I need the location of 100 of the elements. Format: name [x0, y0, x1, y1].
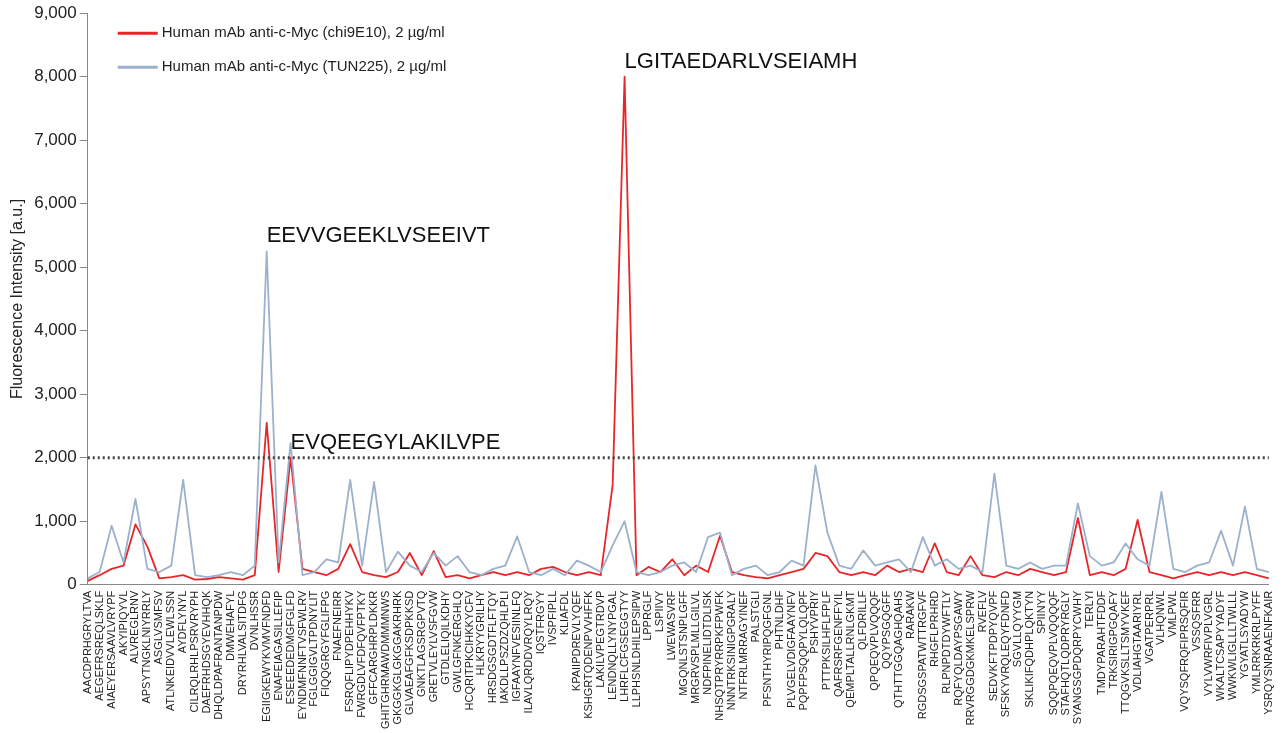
x-tick-label: KSHGRTQDENPVVHFFK: [581, 590, 594, 719]
x-tick-label: IQSTFRGYY: [534, 590, 547, 655]
x-tick-label: DAEFRHDSGYEVHHQK: [200, 590, 213, 714]
x-tick-label: WWKWLIGLLLTWLLL: [1226, 590, 1239, 700]
x-tick-label: PQPFPSQQPYLQLQPF: [796, 590, 809, 711]
x-tick-label: HRSDGSGDTFLFTQY: [486, 590, 499, 704]
x-tick-label: AEGEFRSREQLSKLF: [92, 590, 105, 701]
x-tick-label: PFSNTHYRIPQGFGNL: [760, 590, 773, 707]
x-tick-label: GFFCARGHRPLDKKR: [367, 590, 380, 705]
y-tick-label: 6,000: [34, 193, 77, 213]
x-tick-label: TMDYPARAHTFDDF: [1094, 590, 1107, 696]
y-tick-label: 7,000: [34, 129, 77, 149]
legend-label: Human mAb anti-c-Myc (TUN225), 2 µg/ml: [161, 57, 447, 75]
x-tick-label: SKLIKIFQDHPLQKTYN: [1023, 590, 1036, 708]
legend-label: Human mAb anti-c-Myc (chi9E10), 2 µg/ml: [161, 23, 445, 41]
x-tick-label: WKALTCSAPYYADYF: [1214, 590, 1227, 701]
x-tick-label: RQFYQLDAYPSGAWY: [951, 590, 964, 706]
y-tick-label: 8,000: [34, 66, 77, 86]
x-tick-label: AIAEYERSAAVLVRYPF: [104, 590, 117, 709]
x-tick-label: LWEWASVRF: [665, 590, 678, 661]
x-tick-label: NHSQTPRYRRPKFPWFK: [713, 590, 726, 721]
x-tick-label: PTTPKSILHFLFPLF: [820, 590, 833, 691]
x-tick-label: RARAKW: [903, 590, 916, 639]
y-tick-label: 1,000: [34, 510, 77, 530]
x-tick-label: DRYRHLVALSITDFG: [235, 590, 248, 696]
x-tick-label: QAFRSRFGENFFYIL: [832, 590, 845, 698]
x-tick-label: KPAIIPDREVLYQEF: [569, 590, 582, 692]
x-tick-label: DVNLHSSR: [247, 590, 260, 651]
x-tick-label: MRGRVSPLMLLGILVL: [689, 590, 702, 705]
x-tick-label: STAFHQTLQDPRYRGLY: [1059, 590, 1072, 716]
x-tick-label: FSRQFLIPYDPEHHYKV: [343, 590, 356, 713]
x-tick-label: GNKTLAGSRGPVTQ: [414, 590, 427, 698]
x-tick-label: YMLRRKRKRLPYFF: [1249, 590, 1262, 695]
x-tick-label: GRETVLEYLVSFGVW: [426, 590, 439, 703]
x-tick-label: APSYTNGKLNIYRRLY: [140, 590, 153, 704]
x-tick-label: AYDFLYNYL: [176, 590, 189, 654]
x-tick-label: CILRQLRHLPSRVRYPH: [188, 590, 201, 713]
x-tick-label: FNAEFNEIRR: [331, 590, 344, 661]
x-tick-label: RLPNPDTDYWFTLY: [939, 590, 952, 694]
x-tick-label: RHGFLPRHRD: [927, 590, 940, 668]
x-tick-label: LLPHSNLDHILEPSIPW: [629, 590, 642, 708]
x-tick-label: AACDPRHGRYLTVA: [80, 590, 93, 695]
x-tick-label: QPQEQVPLVQQQF: [868, 590, 881, 691]
x-tick-label: KLIAFDL: [557, 590, 570, 636]
y-tick-label: 9,000: [34, 2, 77, 22]
annotation: LGITAEDARLVSEIAMH: [624, 47, 858, 73]
x-tick-label: AKYIPIQYVL: [116, 590, 129, 656]
x-tick-label: EYNDMFNNFTVSFWLRV: [295, 590, 308, 720]
x-tick-label: QLFDRILLF: [856, 590, 869, 651]
y-tick-label: 0: [67, 574, 77, 594]
x-tick-label: ASGLVSMFSV: [152, 590, 165, 665]
x-tick-label: VYLVWRFIVPLVGRL: [1202, 590, 1215, 697]
x-tick-label: ESEEEDEDMGFGLFD: [283, 590, 296, 705]
y-tick-label: 3,000: [34, 383, 77, 403]
x-tick-label: SYANGSGPDQRPYCWHY: [1070, 590, 1083, 725]
x-tick-label: LHRFLCFGSEGGTYY: [617, 590, 630, 702]
x-tick-label: GTDLELIQILKDHY: [438, 590, 451, 685]
annotation: EEVVGEEKLVSEEIVT: [266, 222, 491, 248]
x-tick-label: TERLYI: [1082, 590, 1095, 629]
x-tick-label: TTQGVKSLLTSMYVKEF: [1118, 590, 1131, 714]
x-tick-label: RVEFLV: [975, 590, 988, 633]
x-tick-label: PALSTGLI: [748, 590, 761, 643]
x-tick-label: QEMPLTALLRNLGKMT: [844, 590, 857, 708]
x-tick-label: FWRGDLVFDFQVFPTKY: [355, 590, 368, 718]
x-tick-label: VMLPWL: [1166, 590, 1179, 638]
y-tick-label: 2,000: [34, 447, 77, 467]
x-tick-label: DMWEHAFYL: [223, 590, 236, 661]
x-tick-label: LPPRGLF: [641, 590, 654, 641]
x-tick-label: IVSPFIPLL: [546, 590, 559, 646]
x-tick-label: MGQNLSTSNPLGFF: [677, 590, 690, 696]
x-tick-label: LAKILVPEGTRDVP: [593, 590, 606, 688]
y-tick-label: 4,000: [34, 320, 77, 340]
x-tick-label: VLHQNWL: [1154, 590, 1167, 646]
x-tick-label: HCQRITPKCIHKKYCFV: [462, 590, 475, 711]
x-tick-label: ATLNKEIDVVLEWLSSN: [164, 590, 177, 711]
x-tick-label: SPIINYY: [1035, 590, 1048, 635]
x-tick-label: VQYSQFRQFIPRSQFIR: [1178, 590, 1191, 712]
x-tick-label: VGATPERPRL: [1142, 590, 1155, 664]
x-tick-label: SEDVKFTPDPYQVPF: [987, 590, 1000, 702]
x-tick-label: DHQLDPAFRANTANPDW: [212, 590, 224, 720]
x-tick-label: IGFAAYNFVESIINLFQ: [510, 590, 523, 702]
x-tick-label: FIQQGRGYFGLIFPG: [319, 590, 332, 698]
x-tick-label: ILAVLQRDDVRQYLRQY: [522, 590, 535, 714]
x-tick-label: GWLGFNKERGHLQ: [450, 590, 463, 693]
annotation: EVQEEGYLAKILVPE: [290, 428, 501, 454]
x-tick-label: RRVRGGDGKMKELSPRW: [963, 590, 976, 726]
x-tick-label: LENDNQLLYNYPGAL: [605, 590, 618, 700]
x-tick-label: PHTNLDHF: [772, 590, 785, 650]
x-tick-label: QQYPSGQGFF: [880, 590, 893, 669]
x-tick-label: VDLIAHGTAARIYRL: [1130, 590, 1143, 692]
x-tick-label: GLVAEAFGFKSDPKKSD: [402, 590, 415, 716]
x-tick-label: ALVREGLRNV: [128, 590, 141, 664]
x-tick-label: ENAFEIAGASILLEFIP: [271, 590, 284, 701]
x-tick-label: TRKSIRIGPGQAFY: [1106, 590, 1119, 689]
x-tick-label: LSPIIVY: [653, 590, 666, 633]
x-tick-label: NDFPINELIDTDLISK: [701, 590, 714, 695]
x-tick-label: HLKRYYGRILHY: [474, 590, 487, 676]
x-tick-label: YSRQYSNRAAENFKAIR: [1261, 590, 1274, 715]
y-axis-title: Fluorescence Intensity [a.u.]: [8, 198, 26, 400]
x-tick-label: PSHYVPRIY: [808, 590, 821, 654]
